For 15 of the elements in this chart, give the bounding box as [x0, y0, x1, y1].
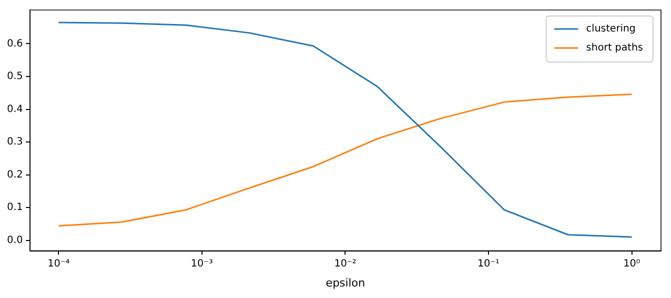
x-tick-label: 10⁰ [623, 258, 640, 270]
y-tick-label: 0.2 [6, 169, 23, 180]
x-axis-title: epsilon [326, 276, 366, 290]
y-tick-label: 0.0 [6, 234, 23, 246]
legend-label: short paths [586, 42, 644, 54]
y-tick-label: 0.4 [6, 104, 23, 115]
y-tick-label: 0.3 [6, 136, 23, 148]
y-tick-label: 0.1 [6, 202, 23, 214]
x-tick-label: 10⁻² [334, 258, 356, 270]
x-tick-label: 10⁻¹ [477, 258, 500, 270]
legend-label: clustering [586, 24, 636, 35]
x-tick-label: 10⁻⁴ [48, 258, 70, 270]
y-tick-label: 0.5 [6, 71, 23, 82]
x-tick-label: 10⁻³ [190, 258, 213, 270]
y-tick-label: 0.6 [6, 38, 23, 50]
